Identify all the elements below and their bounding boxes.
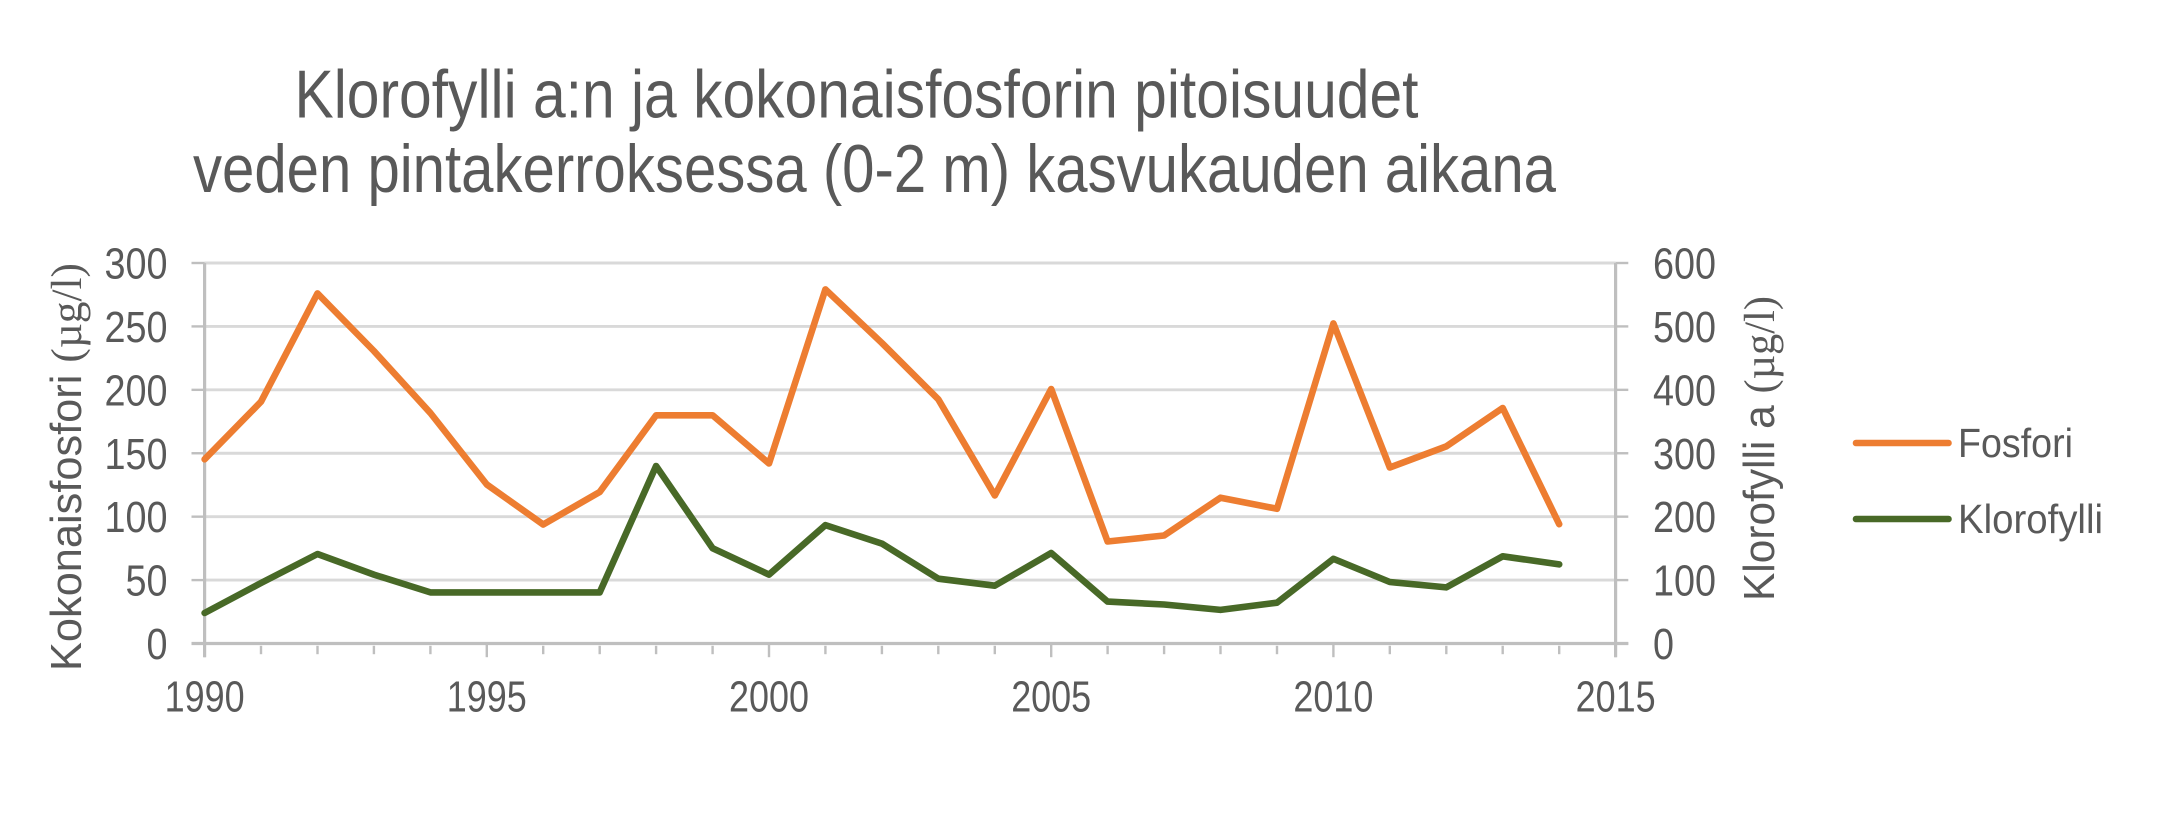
svg-text:150: 150	[105, 431, 168, 479]
svg-text:2015: 2015	[1576, 674, 1656, 722]
svg-text:0: 0	[1653, 621, 1674, 669]
svg-text:300: 300	[105, 241, 168, 289]
svg-text:50: 50	[126, 558, 168, 606]
svg-text:200: 200	[105, 367, 168, 415]
svg-text:2000: 2000	[729, 674, 809, 722]
svg-text:100: 100	[1653, 558, 1716, 606]
svg-text:Klorofylli a:n ja kokonaisfosf: Klorofylli a:n ja kokonaisfosforin pitoi…	[295, 57, 1419, 133]
svg-text:400: 400	[1653, 367, 1716, 415]
svg-text:2005: 2005	[1011, 674, 1091, 722]
svg-text:200: 200	[1653, 494, 1716, 542]
svg-text:0: 0	[147, 621, 168, 669]
svg-text:1995: 1995	[447, 674, 527, 722]
svg-text:1990: 1990	[165, 674, 245, 722]
svg-text:Klorofylli: Klorofylli	[1958, 496, 2103, 542]
svg-text:Fosfori: Fosfori	[1958, 420, 2073, 466]
svg-text:Kokonaisfosfori (µg/l): Kokonaisfosfori (µg/l)	[43, 263, 91, 671]
svg-text:300: 300	[1653, 431, 1716, 479]
svg-text:2010: 2010	[1293, 674, 1373, 722]
svg-text:600: 600	[1653, 241, 1716, 289]
svg-text:500: 500	[1653, 304, 1716, 352]
svg-text:veden pintakerroksessa (0-2 m): veden pintakerroksessa (0-2 m) kasvukaud…	[193, 131, 1556, 207]
svg-text:Klorofylli a (µg/l): Klorofylli a (µg/l)	[1736, 296, 1784, 601]
svg-text:250: 250	[105, 304, 168, 352]
svg-text:100: 100	[105, 494, 168, 542]
